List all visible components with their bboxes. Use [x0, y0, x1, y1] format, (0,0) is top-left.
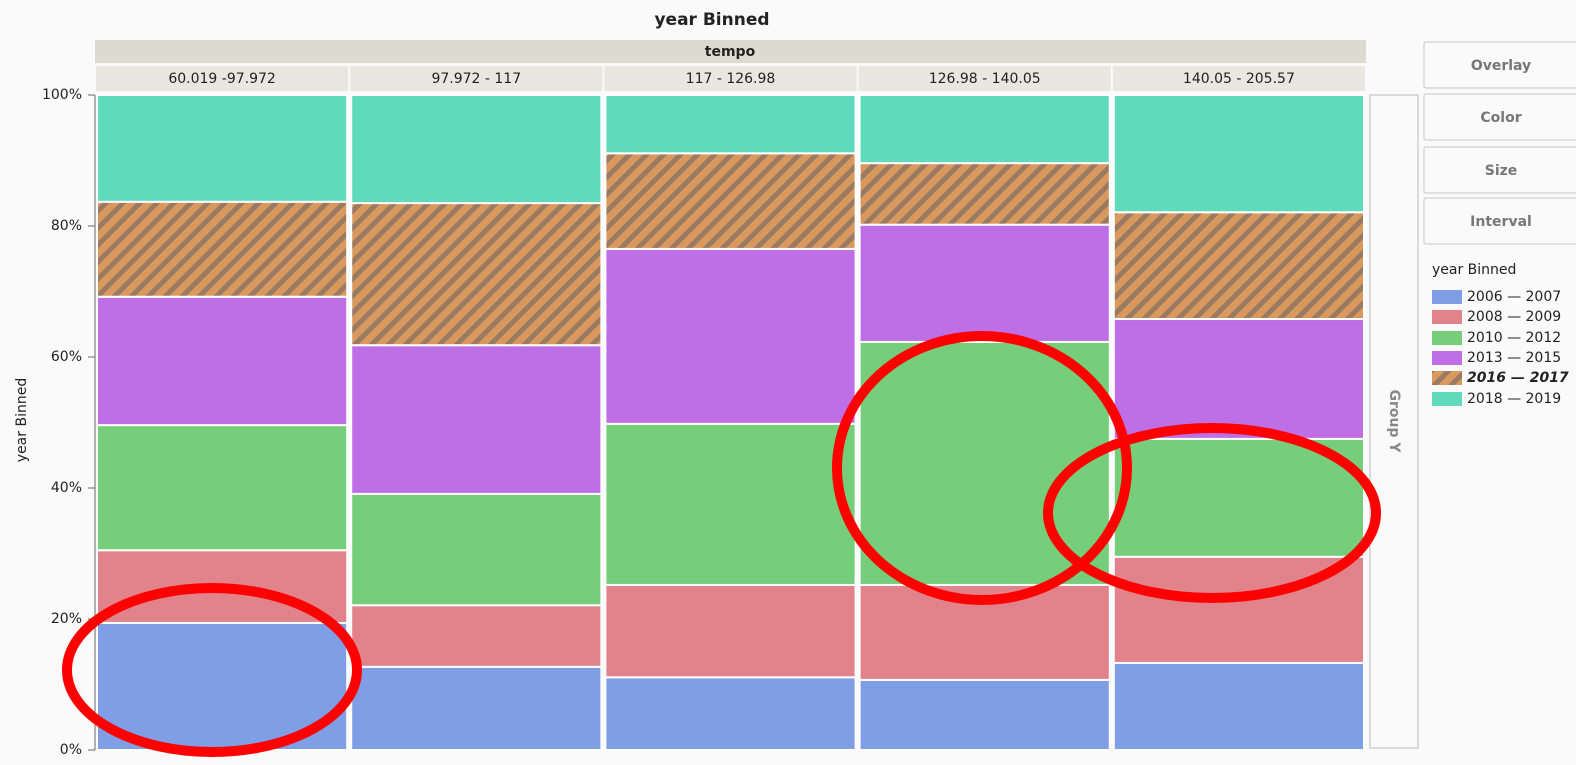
bar-segment: [350, 202, 603, 347]
legend-title: year Binned: [1432, 262, 1516, 278]
highlight-ellipse: [62, 583, 362, 757]
bar-segment: [350, 492, 603, 607]
bar-segment: [350, 604, 603, 668]
y-tick-label: 80%: [51, 218, 82, 234]
bar-segment: [604, 152, 857, 250]
highlight-ellipse: [832, 331, 1132, 605]
bar-segment: [604, 422, 857, 586]
category-label: 60.019 -97.972: [168, 71, 275, 87]
category-label: 140.05 - 205.57: [1183, 71, 1295, 87]
bar-segment: [1112, 94, 1366, 214]
category-header: [604, 66, 857, 91]
bar-segment: [350, 665, 603, 751]
bar-segment: [96, 200, 349, 298]
legend-swatch[interactable]: [1432, 331, 1462, 345]
panel-button-label[interactable]: Interval: [1470, 214, 1532, 230]
panel-button[interactable]: [1423, 41, 1576, 89]
bar-segment: [858, 162, 1111, 226]
panel-button[interactable]: [1423, 146, 1576, 194]
bar-segment: [1112, 211, 1366, 321]
group-y-label: Group Y: [1386, 389, 1402, 453]
category-header: [96, 66, 349, 91]
bar-segment: [858, 678, 1111, 751]
panel-button[interactable]: [1423, 197, 1576, 245]
facet-label: tempo: [705, 44, 756, 60]
bar-segment: [858, 94, 1111, 165]
y-tick-label: 100%: [42, 87, 82, 103]
y-axis-label: year Binned: [14, 378, 30, 462]
bar-segment: [96, 295, 349, 427]
category-header: [1112, 66, 1365, 91]
chart-title: year Binned: [654, 10, 769, 30]
y-tick-label: 0%: [60, 742, 82, 758]
panel-button-label[interactable]: Overlay: [1471, 58, 1531, 74]
legend-label[interactable]: 2010 — 2012: [1467, 330, 1561, 346]
category-header: [858, 66, 1111, 91]
bar-segment: [96, 94, 349, 203]
y-tick-label: 40%: [51, 480, 82, 496]
group-y-zone[interactable]: [1369, 94, 1419, 749]
bar-segment: [96, 424, 349, 552]
panel-button-label[interactable]: Color: [1480, 110, 1521, 126]
category-label: 126.98 - 140.05: [929, 71, 1041, 87]
legend-swatch[interactable]: [1432, 310, 1462, 324]
legend-label[interactable]: 2016 — 2017: [1467, 370, 1569, 386]
bar-segment: [1112, 318, 1366, 440]
legend-label[interactable]: 2008 — 2009: [1467, 309, 1561, 325]
legend-swatch[interactable]: [1432, 290, 1462, 304]
annotations: [62, 331, 1381, 757]
bar-segment: [350, 94, 603, 205]
facet-header: [95, 40, 1366, 63]
y-tick-label: 60%: [51, 349, 82, 365]
bar-segment: [604, 94, 857, 155]
bar-segment: [1112, 661, 1366, 752]
legend-label[interactable]: 2006 — 2007: [1467, 289, 1561, 305]
bar-segment: [1112, 437, 1366, 558]
legend-swatch[interactable]: [1432, 351, 1462, 365]
category-label: 97.972 - 117: [431, 71, 521, 87]
category-label: 117 - 126.98: [686, 71, 776, 87]
category-header: [350, 66, 603, 91]
panel-button[interactable]: [1423, 93, 1576, 141]
panel-button-label[interactable]: Size: [1485, 163, 1518, 179]
legend-swatch[interactable]: [1432, 392, 1462, 406]
bar-segment: [858, 223, 1111, 343]
legend-label[interactable]: 2013 — 2015: [1467, 350, 1561, 366]
highlight-ellipse: [1043, 423, 1381, 603]
bar-segment: [350, 344, 603, 495]
bar-segment: [604, 247, 857, 425]
legend-label[interactable]: 2018 — 2019: [1467, 391, 1561, 407]
legend-swatch[interactable]: [1432, 371, 1462, 385]
bar-segment: [604, 676, 857, 751]
bar-segment: [604, 583, 857, 679]
y-tick-label: 20%: [51, 611, 82, 627]
